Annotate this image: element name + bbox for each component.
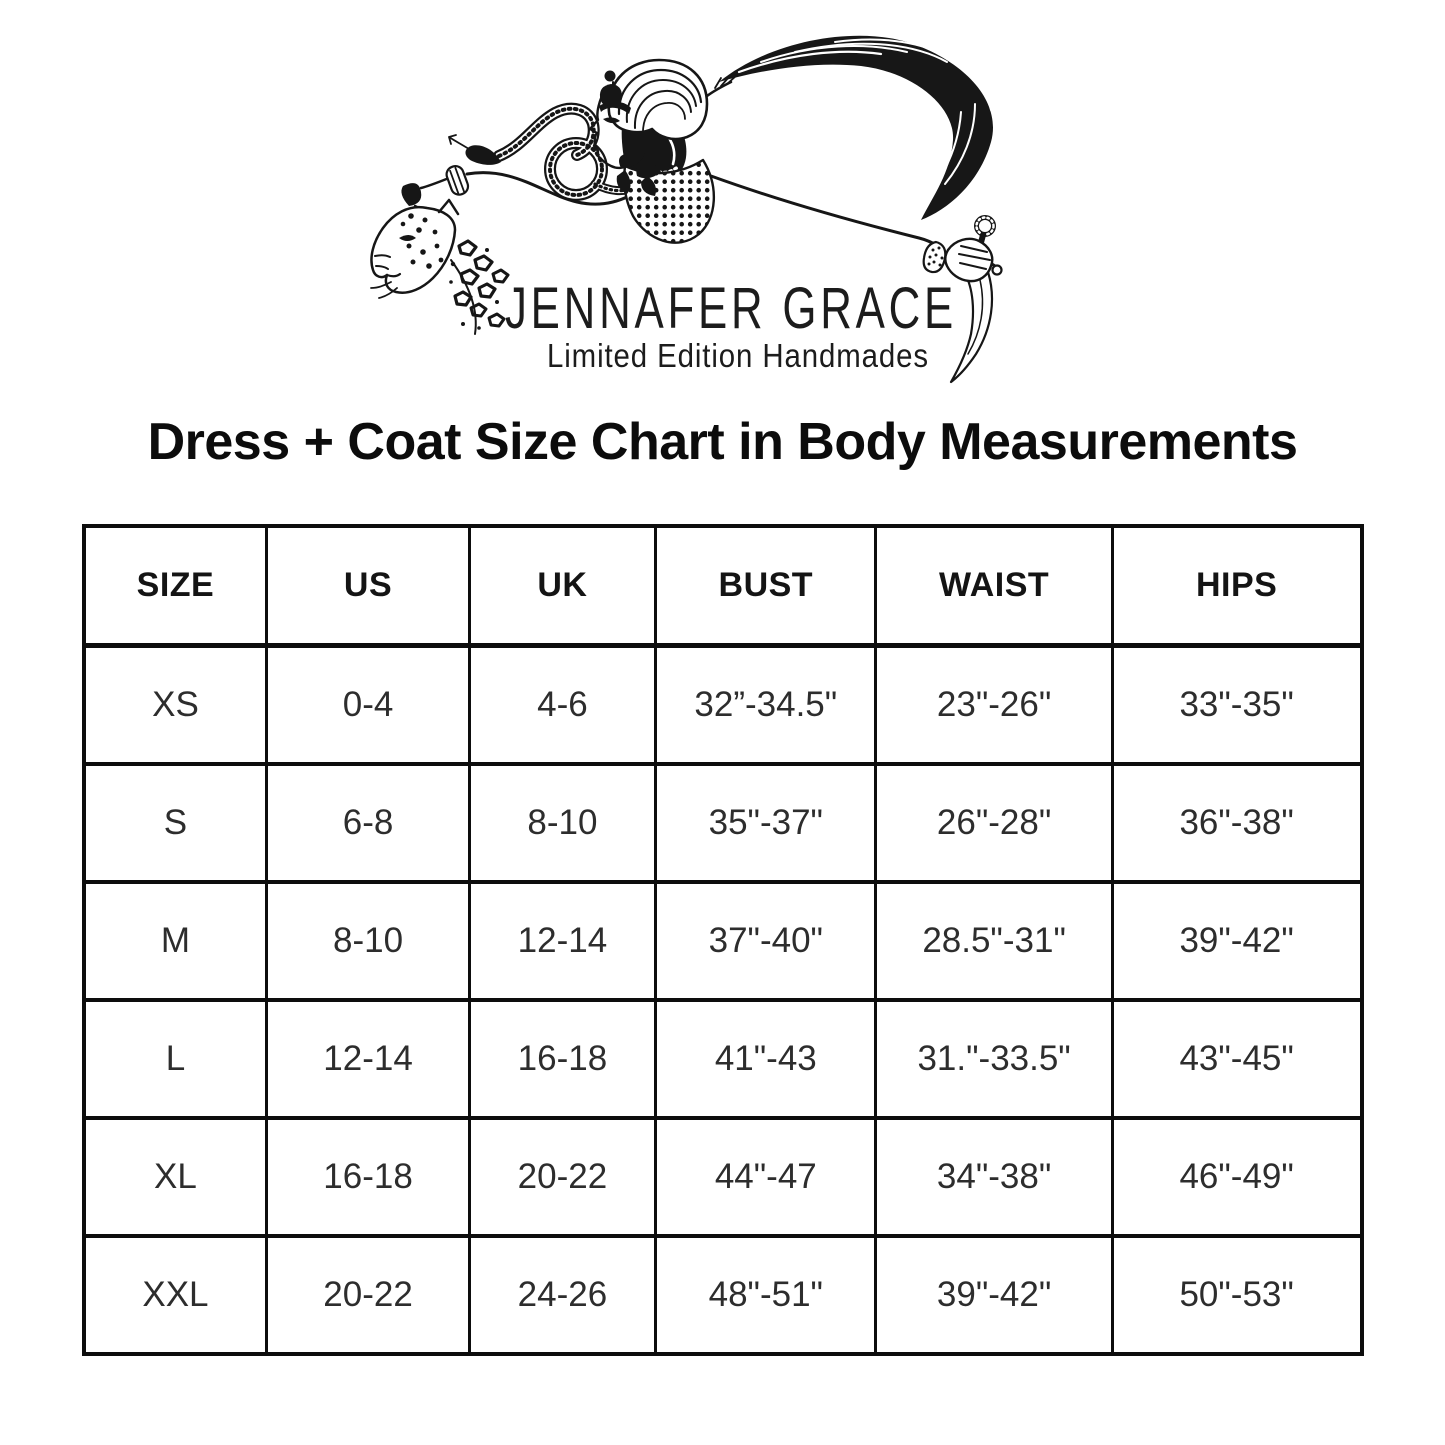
size-chart-body: XS 0-4 4-6 32”-34.5" 23"-26" 33"-35" S 6…	[81, 643, 1364, 1356]
measurement-value: 44"-47	[654, 1116, 878, 1238]
row-xs: XS 0-4 4-6 32”-34.5" 23"-26" 33"-35"	[81, 643, 1364, 766]
measurement-value: 50"-53"	[1110, 1234, 1364, 1356]
measurement-value: 6-8	[265, 762, 471, 884]
leash-cuff-icon	[445, 164, 469, 196]
measurement-value: 35"-37"	[654, 762, 878, 884]
leash-line-short	[419, 176, 450, 190]
leopard-icon	[369, 183, 509, 335]
row-l: L 12-14 16-18 41"-43 31."-33.5" 43"-45"	[81, 998, 1364, 1120]
brand-name: JENNAFER GRACE	[505, 276, 957, 341]
measurement-value: 8-10	[467, 762, 658, 884]
size-label: M	[81, 880, 269, 1002]
measurement-value: 8-10	[265, 880, 471, 1002]
column-header-uk: UK	[467, 524, 658, 648]
measurement-value: 26"-28"	[874, 762, 1114, 884]
column-header-us: US	[265, 524, 471, 648]
measurement-value: 31."-33.5"	[874, 998, 1114, 1120]
header-row: SIZE US UK BUST WAIST HIPS	[81, 524, 1364, 648]
row-xxl: XXL 20-22 24-26 48"-51" 39"-42" 50"-53"	[81, 1234, 1364, 1356]
measurement-value: 0-4	[265, 643, 471, 766]
snake-icon	[447, 102, 639, 201]
measurement-value: 41"-43	[654, 998, 878, 1120]
turban-icon	[599, 58, 708, 141]
measurement-value: 43"-45"	[1110, 998, 1364, 1120]
measurement-value: 23"-26"	[874, 643, 1114, 766]
size-label: XXL	[81, 1234, 269, 1356]
size-label: XL	[81, 1116, 269, 1238]
measurement-value: 39"-42"	[874, 1234, 1114, 1356]
arm-line	[709, 174, 939, 248]
brand-tagline: Limited Edition Handmades	[547, 337, 929, 374]
feather-icon	[705, 33, 993, 220]
row-s: S 6-8 8-10 35"-37" 26"-28" 36"-38"	[81, 762, 1364, 884]
measurement-value: 32”-34.5"	[654, 643, 878, 766]
measurement-value: 33"-35"	[1110, 643, 1364, 766]
column-header-hips: HIPS	[1110, 524, 1364, 648]
row-m: M 8-10 12-14 37"-40" 28.5"-31" 39"-42"	[81, 880, 1364, 1002]
column-header-bust: BUST	[654, 524, 878, 648]
row-xl: XL 16-18 20-22 44"-47 34"-38" 46"-49"	[81, 1116, 1364, 1238]
size-chart-table: SIZE US UK BUST WAIST HIPS XS 0-4 4-6 32…	[81, 524, 1364, 1356]
brand-logo: JENNAFER GRACE Limited Edition Handmades	[369, 33, 1003, 384]
page-title: Dress + Coat Size Chart in Body Measurem…	[147, 413, 1298, 471]
size-chart-header: SIZE US UK BUST WAIST HIPS	[81, 524, 1364, 648]
hand	[943, 237, 993, 283]
earring-icon	[616, 150, 661, 196]
measurement-value: 12-14	[265, 998, 471, 1120]
measurement-value: 28.5"-31"	[874, 880, 1114, 1002]
measurement-value: 46"-49"	[1110, 1116, 1364, 1238]
size-label: S	[81, 762, 269, 884]
measurement-value: 39"-42"	[1110, 880, 1364, 1002]
measurement-value: 20-22	[467, 1116, 658, 1238]
size-label: XS	[81, 643, 269, 766]
measurement-value: 24-26	[467, 1234, 658, 1356]
bracelet-icon	[922, 240, 946, 274]
measurement-value: 36"-38"	[1110, 762, 1364, 884]
measurement-value: 37"-40"	[654, 880, 878, 1002]
woman-profile-face	[588, 86, 631, 170]
measurement-value: 34"-38"	[874, 1116, 1114, 1238]
measurement-value: 12-14	[467, 880, 658, 1002]
measurement-value: 20-22	[265, 1234, 471, 1356]
measurement-value: 16-18	[467, 998, 658, 1120]
measurement-value: 48"-51"	[654, 1234, 878, 1356]
column-header-waist: WAIST	[874, 524, 1114, 648]
measurement-value: 4-6	[467, 643, 658, 766]
column-header-size: SIZE	[81, 524, 269, 648]
size-label: L	[81, 998, 269, 1120]
measurement-value: 16-18	[265, 1116, 471, 1238]
